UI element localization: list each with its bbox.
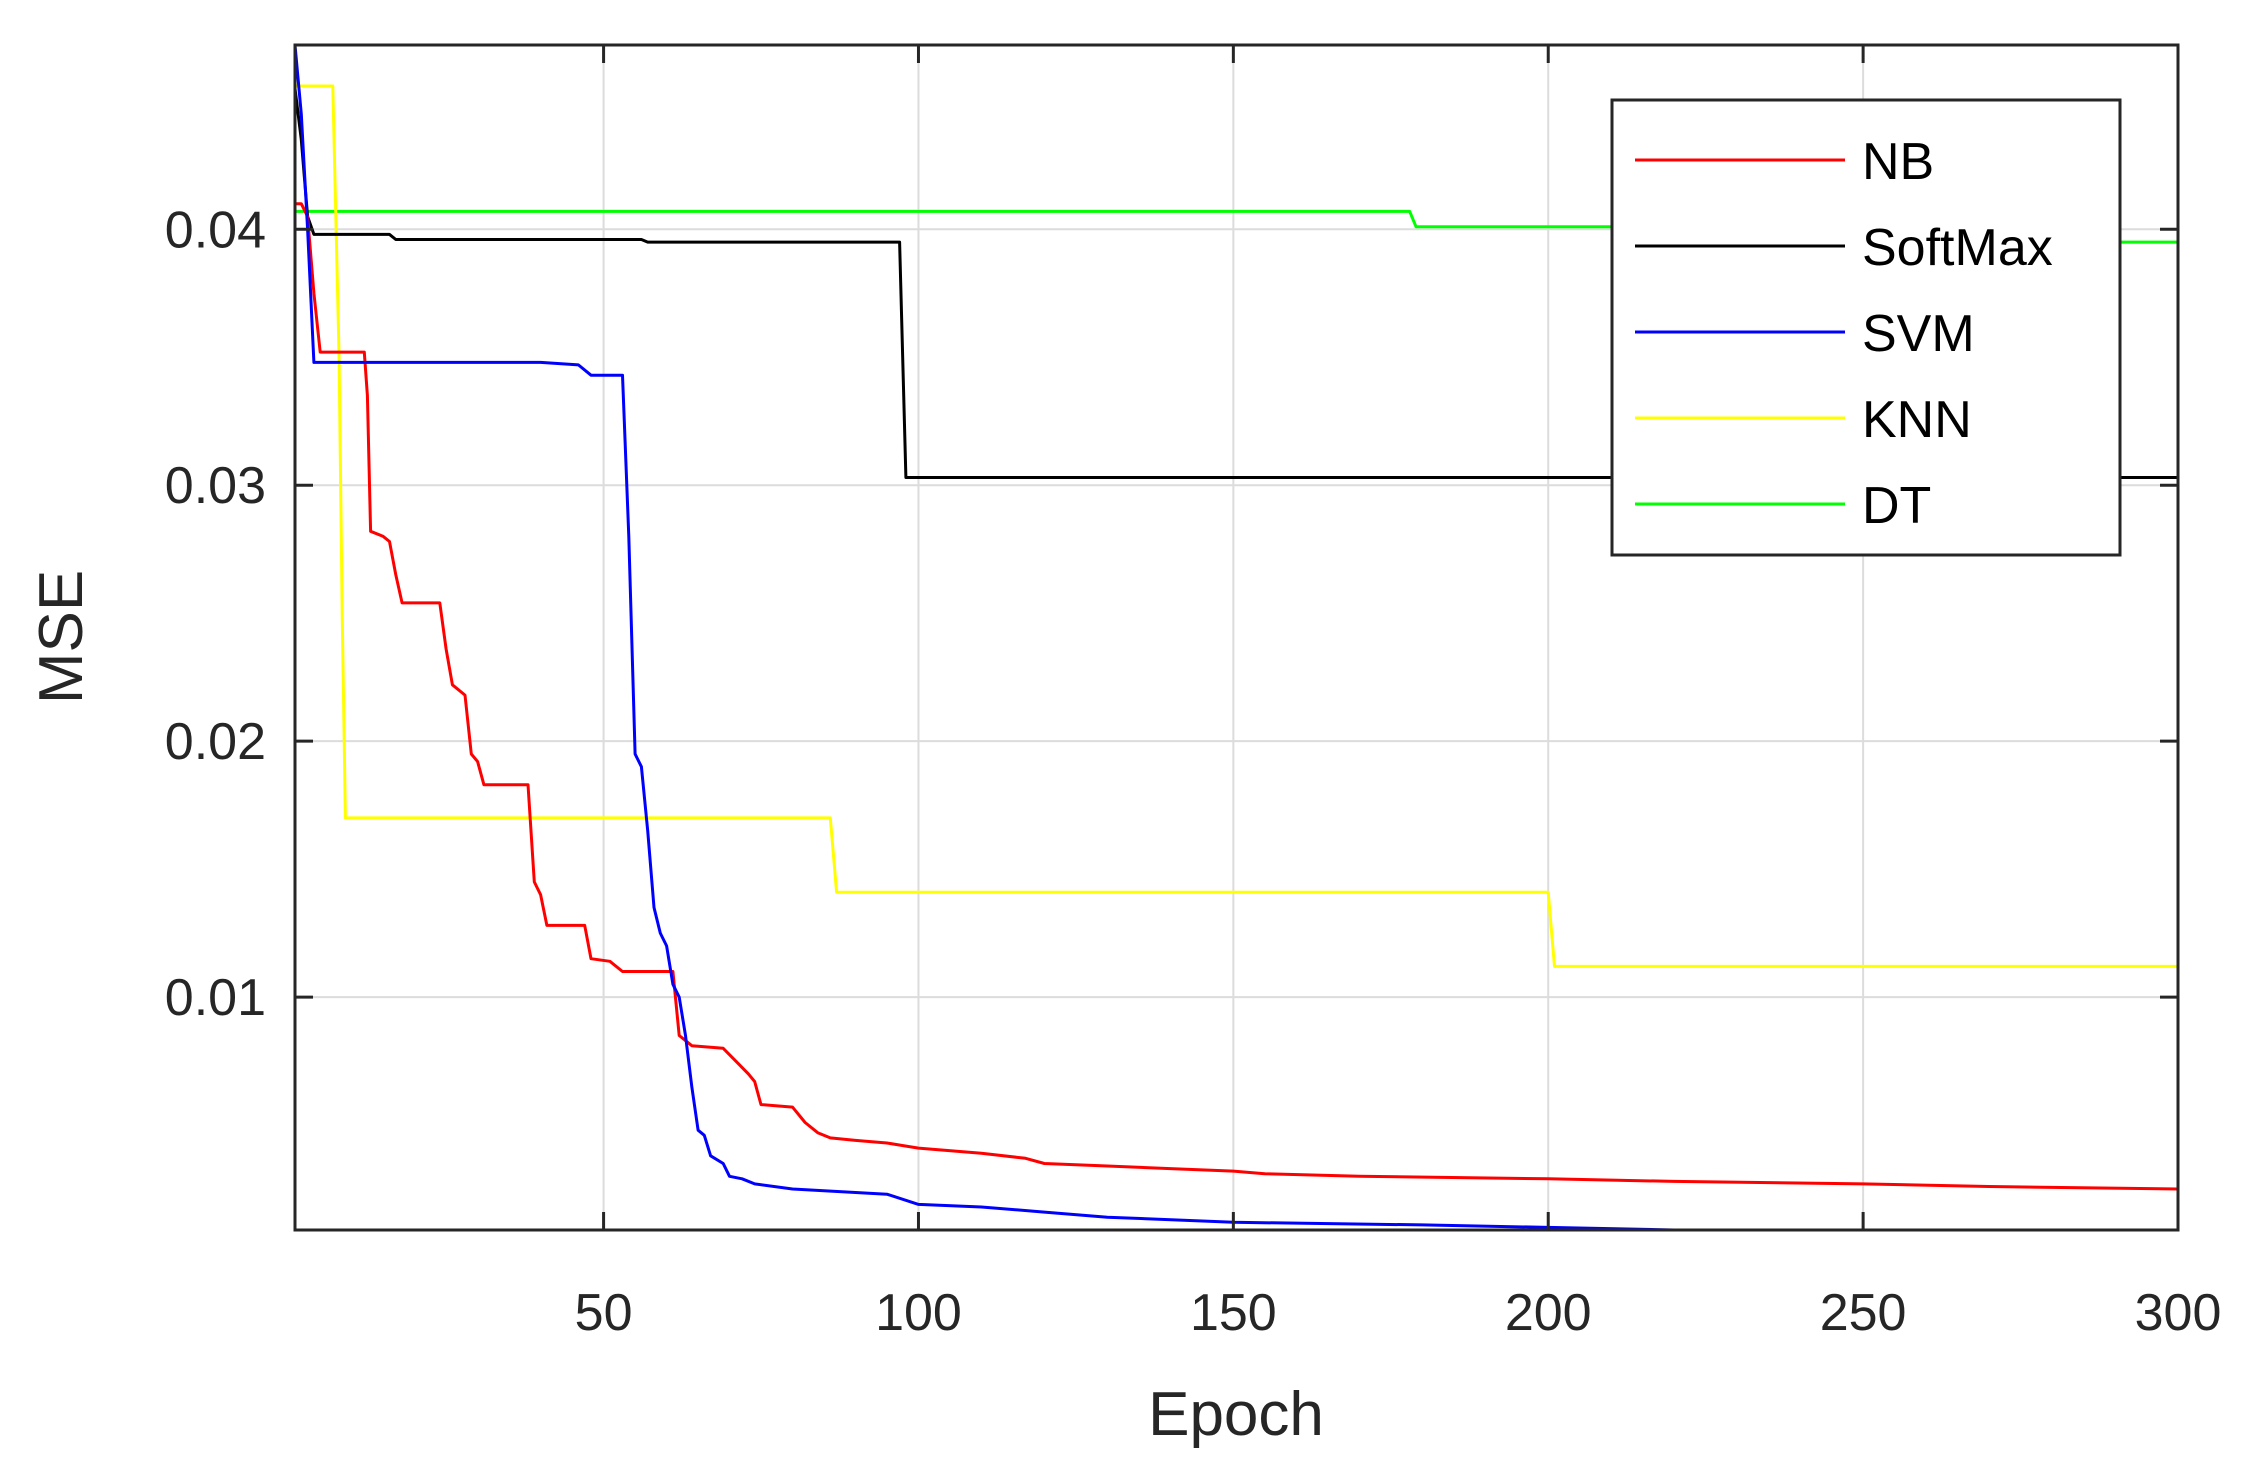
series-line-svm <box>293 44 2178 1232</box>
x-tick-label: 50 <box>575 1284 633 1342</box>
x-tick-labels: 50 100 150 200 250 300 <box>575 1284 2222 1342</box>
x-tick-label: 200 <box>1505 1284 1592 1342</box>
y-axis-label: MSE <box>27 570 96 704</box>
x-tick-label: 250 <box>1820 1284 1907 1342</box>
y-tick-label: 0.02 <box>165 713 266 771</box>
legend-label-softmax: SoftMax <box>1862 219 2053 277</box>
legend-label-dt: DT <box>1862 477 1931 535</box>
x-axis-label: Epoch <box>1148 1380 1324 1449</box>
series-line-nb <box>295 202 2179 1191</box>
y-tick-label: 0.03 <box>165 457 266 515</box>
x-tick-label: 300 <box>2135 1284 2222 1342</box>
y-tick-label: 0.04 <box>165 201 266 259</box>
legend: NB SoftMax SVM KNN DT <box>1610 98 2122 557</box>
legend-label-svm: SVM <box>1862 305 1975 363</box>
legend-label-nb: NB <box>1862 133 1934 191</box>
x-tick-label: 100 <box>875 1284 962 1342</box>
y-tick-labels: 0.01 0.02 0.03 0.04 <box>165 201 266 1027</box>
y-tick-label: 0.01 <box>165 969 266 1027</box>
series-line-knn <box>295 84 2178 968</box>
legend-box <box>1610 98 2122 557</box>
axis-ticks <box>295 45 2180 1230</box>
x-tick-label: 150 <box>1190 1284 1277 1342</box>
plot-frame <box>293 43 2180 1232</box>
legend-label-knn: KNN <box>1862 391 1972 449</box>
